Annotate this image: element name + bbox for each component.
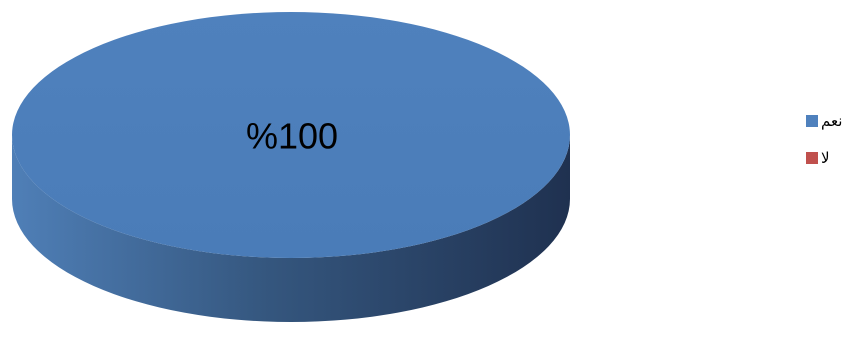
chart-legend: نعم لا bbox=[806, 110, 862, 184]
pie-side bbox=[12, 135, 570, 322]
slice-data-label: %100 bbox=[246, 116, 338, 157]
legend-item-no: لا bbox=[806, 147, 862, 169]
legend-swatch-no bbox=[806, 152, 818, 164]
pie-3d bbox=[12, 12, 570, 322]
legend-item-yes: نعم bbox=[806, 110, 862, 132]
legend-label-yes: نعم bbox=[821, 111, 843, 130]
legend-swatch-yes bbox=[806, 115, 818, 127]
legend-label-no: لا bbox=[821, 148, 830, 167]
pie-slice-0 bbox=[12, 12, 570, 258]
